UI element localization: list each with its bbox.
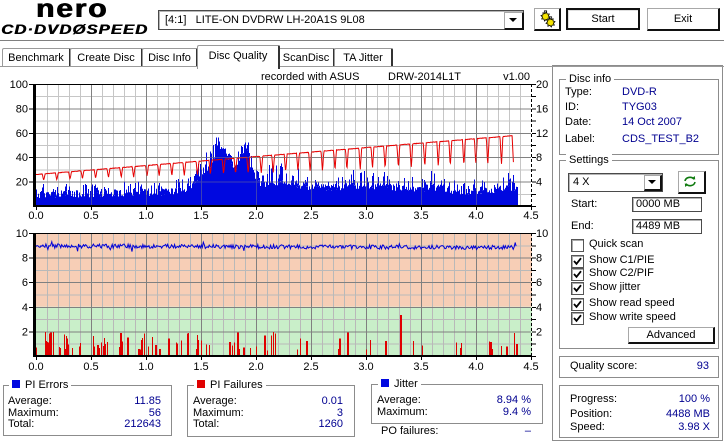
svg-text:4.5: 4.5 (523, 210, 538, 222)
svg-text:v1.00: v1.00 (503, 71, 530, 83)
svg-text:3.0: 3.0 (358, 361, 373, 373)
svg-text:100: 100 (10, 79, 28, 91)
svg-text:12: 12 (536, 128, 548, 140)
svg-text:8: 8 (536, 253, 542, 265)
svg-text:recorded with ASUS: recorded with ASUS (261, 71, 359, 83)
svg-text:2.5: 2.5 (303, 361, 318, 373)
svg-text:4.0: 4.0 (468, 210, 483, 222)
svg-text:6: 6 (536, 277, 542, 289)
svg-text:1.5: 1.5 (193, 361, 208, 373)
svg-text:1.0: 1.0 (138, 361, 153, 373)
svg-text:3.0: 3.0 (358, 210, 373, 222)
svg-text:0.0: 0.0 (28, 361, 43, 373)
svg-text:DRW-2014L1T: DRW-2014L1T (388, 71, 461, 83)
svg-text:3.5: 3.5 (413, 361, 428, 373)
svg-text:4.5: 4.5 (523, 361, 538, 373)
svg-text:2: 2 (536, 326, 542, 338)
svg-text:0.5: 0.5 (83, 210, 98, 222)
svg-text:0.5: 0.5 (83, 361, 98, 373)
svg-text:80: 80 (16, 103, 28, 115)
svg-text:3.5: 3.5 (413, 210, 428, 222)
svg-text:20: 20 (16, 177, 28, 189)
svg-text:2.0: 2.0 (248, 210, 263, 222)
svg-text:0.0: 0.0 (28, 210, 43, 222)
svg-text:4.0: 4.0 (468, 361, 483, 373)
svg-text:40: 40 (16, 152, 28, 164)
svg-text:16: 16 (536, 103, 548, 115)
svg-text:2.0: 2.0 (248, 361, 263, 373)
svg-text:8: 8 (536, 152, 542, 164)
svg-text:4: 4 (536, 302, 542, 314)
svg-text:2.5: 2.5 (303, 210, 318, 222)
svg-text:6: 6 (22, 277, 28, 289)
svg-text:4: 4 (22, 302, 28, 314)
svg-text:4: 4 (536, 177, 542, 189)
svg-text:1.0: 1.0 (138, 210, 153, 222)
svg-text:8: 8 (22, 253, 28, 265)
svg-text:1.5: 1.5 (193, 210, 208, 222)
svg-text:10: 10 (16, 228, 28, 240)
svg-text:60: 60 (16, 128, 28, 140)
svg-text:2: 2 (22, 326, 28, 338)
svg-text:10: 10 (536, 228, 548, 240)
svg-text:20: 20 (536, 79, 548, 91)
